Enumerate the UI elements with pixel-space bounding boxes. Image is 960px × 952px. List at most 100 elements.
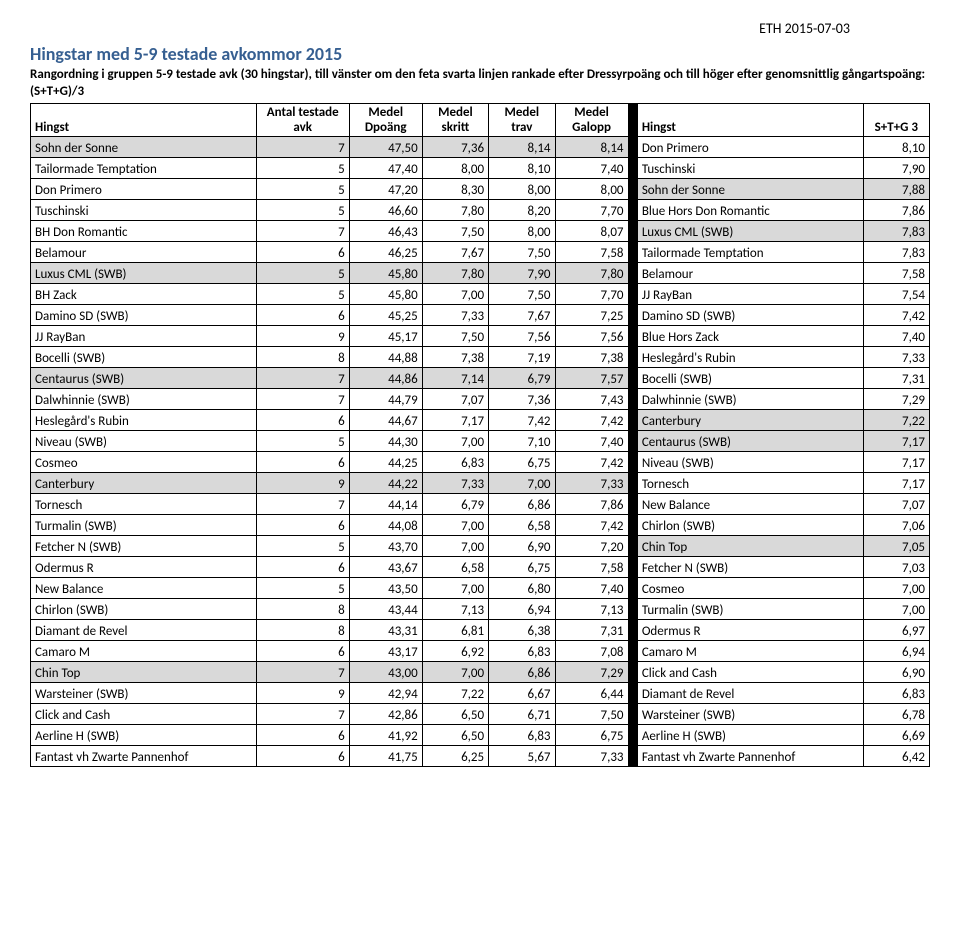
cell: Tornesch [637, 472, 863, 493]
cell: 45,80 [349, 283, 422, 304]
cell: 43,70 [349, 535, 422, 556]
divider [628, 724, 637, 745]
divider [628, 367, 637, 388]
cell: 6,90 [863, 661, 929, 682]
table-row: Canterbury944,227,337,007,33Tornesch7,17 [31, 472, 930, 493]
table-row: Dalwhinnie (SWB)744,797,077,367,43Dalwhi… [31, 388, 930, 409]
cell: 47,40 [349, 157, 422, 178]
cell: 7,86 [863, 199, 929, 220]
cell: 7,42 [555, 514, 628, 535]
cell: 7 [256, 136, 349, 157]
cell: 7,00 [422, 535, 488, 556]
cell: Luxus CML (SWB) [637, 220, 863, 241]
cell: 7 [256, 661, 349, 682]
divider [628, 514, 637, 535]
cell: Tailormade Temptation [31, 157, 257, 178]
cell: 6 [256, 451, 349, 472]
cell: 44,14 [349, 493, 422, 514]
cell: 6,42 [863, 745, 929, 766]
divider [628, 577, 637, 598]
divider [628, 178, 637, 199]
divider [628, 451, 637, 472]
cell: 7,36 [422, 136, 488, 157]
divider [628, 103, 637, 136]
cell: 7,13 [555, 598, 628, 619]
col-dpoang: Medel Dpoäng [349, 103, 422, 136]
cell: 5 [256, 178, 349, 199]
cell: Belamour [637, 262, 863, 283]
cell: 6,75 [555, 724, 628, 745]
cell: 7,42 [863, 304, 929, 325]
table-row: Tailormade Temptation547,408,008,107,40T… [31, 157, 930, 178]
table-row: Tornesch744,146,796,867,86New Balance7,0… [31, 493, 930, 514]
cell: Chirlon (SWB) [637, 514, 863, 535]
cell: 7,80 [555, 262, 628, 283]
cell: Bocelli (SWB) [637, 367, 863, 388]
table-row: Warsteiner (SWB)942,947,226,676,44Diaman… [31, 682, 930, 703]
cell: 8,07 [555, 220, 628, 241]
cell: 44,88 [349, 346, 422, 367]
cell: 7 [256, 220, 349, 241]
cell: 6,71 [489, 703, 555, 724]
divider [628, 304, 637, 325]
cell: 7,00 [863, 598, 929, 619]
divider [628, 346, 637, 367]
divider [628, 619, 637, 640]
cell: 7,17 [863, 472, 929, 493]
cell: 6,79 [422, 493, 488, 514]
divider [628, 199, 637, 220]
cell: Diamant de Revel [31, 619, 257, 640]
cell: 8,00 [489, 220, 555, 241]
cell: 6,90 [489, 535, 555, 556]
divider [628, 241, 637, 262]
table-row: Click and Cash742,866,506,717,50Warstein… [31, 703, 930, 724]
cell: Canterbury [637, 409, 863, 430]
divider [628, 409, 637, 430]
cell: Camaro M [31, 640, 257, 661]
cell: 7,29 [863, 388, 929, 409]
cell: 7,07 [422, 388, 488, 409]
cell: 7,50 [422, 220, 488, 241]
cell: Warsteiner (SWB) [637, 703, 863, 724]
cell: 7,40 [555, 577, 628, 598]
table-row: Sohn der Sonne747,507,368,148,14Don Prim… [31, 136, 930, 157]
cell: BH Don Romantic [31, 220, 257, 241]
table-row: Chirlon (SWB)843,447,136,947,13Turmalin … [31, 598, 930, 619]
cell: 7,54 [863, 283, 929, 304]
cell: 7,38 [555, 346, 628, 367]
cell: Click and Cash [637, 661, 863, 682]
cell: Don Primero [637, 136, 863, 157]
cell: 5 [256, 283, 349, 304]
table-row: Luxus CML (SWB)545,807,807,907,80Belamou… [31, 262, 930, 283]
cell: 9 [256, 472, 349, 493]
cell: Sohn der Sonne [31, 136, 257, 157]
cell: 6,75 [489, 451, 555, 472]
cell: Odermus R [31, 556, 257, 577]
table-row: Damino SD (SWB)645,257,337,677,25Damino … [31, 304, 930, 325]
divider [628, 472, 637, 493]
cell: 7,50 [489, 241, 555, 262]
cell: 7,25 [555, 304, 628, 325]
cell: 45,17 [349, 325, 422, 346]
cell: 7,58 [863, 262, 929, 283]
cell: 6,94 [863, 640, 929, 661]
cell: 7,19 [489, 346, 555, 367]
cell: 8,10 [489, 157, 555, 178]
cell: 41,92 [349, 724, 422, 745]
cell: 44,86 [349, 367, 422, 388]
col-galopp: Medel Galopp [555, 103, 628, 136]
cell: JJ RayBan [637, 283, 863, 304]
cell: 7,56 [555, 325, 628, 346]
cell: Aerline H (SWB) [637, 724, 863, 745]
divider [628, 556, 637, 577]
cell: 6,67 [489, 682, 555, 703]
cell: Chin Top [31, 661, 257, 682]
table-row: BH Zack545,807,007,507,70JJ RayBan7,54 [31, 283, 930, 304]
cell: 6 [256, 304, 349, 325]
page-title: Hingstar med 5-9 testade avkommor 2015 [30, 43, 930, 65]
cell: 7,42 [555, 409, 628, 430]
cell: 7,90 [489, 262, 555, 283]
cell: 7,36 [489, 388, 555, 409]
table-row: Aerline H (SWB)641,926,506,836,75Aerline… [31, 724, 930, 745]
cell: 8 [256, 598, 349, 619]
